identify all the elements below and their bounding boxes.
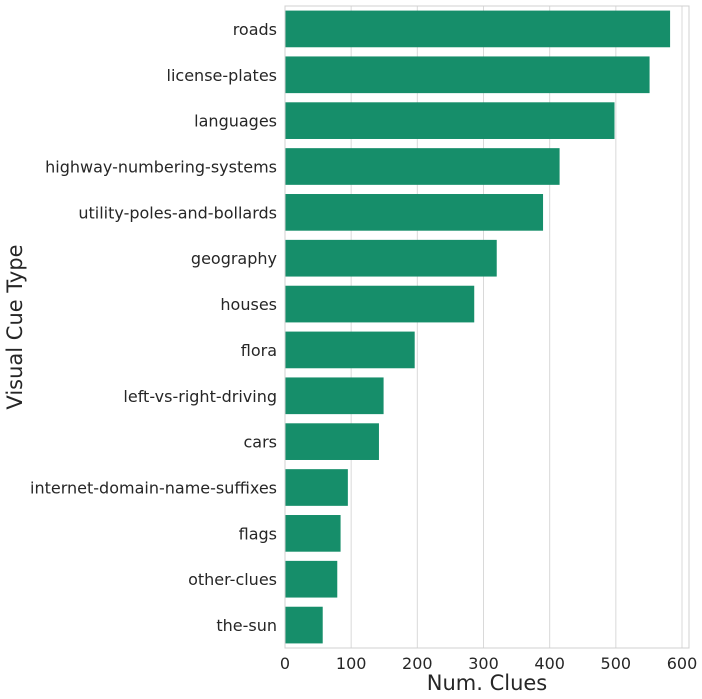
- x-axis-title: Num. Clues: [427, 671, 548, 695]
- bar-flora: [285, 331, 415, 369]
- y-tick-label: the-sun: [216, 616, 277, 635]
- bar-cars: [285, 423, 379, 460]
- bars: [285, 10, 671, 644]
- y-tick-label: roads: [233, 20, 277, 39]
- x-tick-label: 300: [468, 654, 499, 673]
- y-axis-title: Visual Cue Type: [3, 244, 27, 409]
- y-tick-label: geography: [191, 249, 277, 268]
- y-tick-label: utility-poles-and-bollards: [78, 203, 277, 222]
- y-axis-ticks: roads license-plates languages highway-numb…: [30, 20, 277, 635]
- x-tick-label: 0: [280, 654, 290, 673]
- y-tick-label: internet-domain-name-suffixes: [30, 479, 277, 498]
- bar-languages: [285, 102, 615, 139]
- x-tick-label: 500: [601, 654, 632, 673]
- y-tick-label: houses: [220, 295, 277, 314]
- bar-houses: [285, 285, 475, 323]
- bar-the-sun: [285, 606, 323, 644]
- bar-highway-numbering-systems: [285, 148, 560, 185]
- y-tick-label: flora: [241, 341, 277, 360]
- y-tick-label: license-plates: [167, 66, 277, 85]
- y-tick-label: languages: [194, 112, 277, 131]
- x-tick-label: 400: [534, 654, 565, 673]
- bar-geography: [285, 239, 497, 277]
- x-tick-label: 100: [336, 654, 367, 673]
- y-tick-label: highway-numbering-systems: [45, 158, 277, 177]
- y-tick-label: flags: [239, 524, 277, 543]
- bar-license-plates: [285, 56, 650, 94]
- bar-roads: [285, 10, 671, 48]
- x-tick-label: 200: [402, 654, 433, 673]
- bar-other-clues: [285, 560, 338, 598]
- x-tick-label: 600: [667, 654, 698, 673]
- x-axis-ticks: 0 100 200 300 400 500 600: [280, 654, 697, 673]
- bar-utility-poles-and-bollards: [285, 194, 544, 231]
- y-tick-label: left-vs-right-driving: [123, 387, 277, 406]
- plot-frame: [284, 5, 690, 649]
- bar-flags: [285, 515, 341, 552]
- y-tick-label: cars: [243, 433, 277, 452]
- y-tick-label: other-clues: [188, 570, 277, 589]
- bar-left-vs-right-driving: [285, 377, 384, 415]
- bar-internet-domain-name-suffixes: [285, 469, 348, 506]
